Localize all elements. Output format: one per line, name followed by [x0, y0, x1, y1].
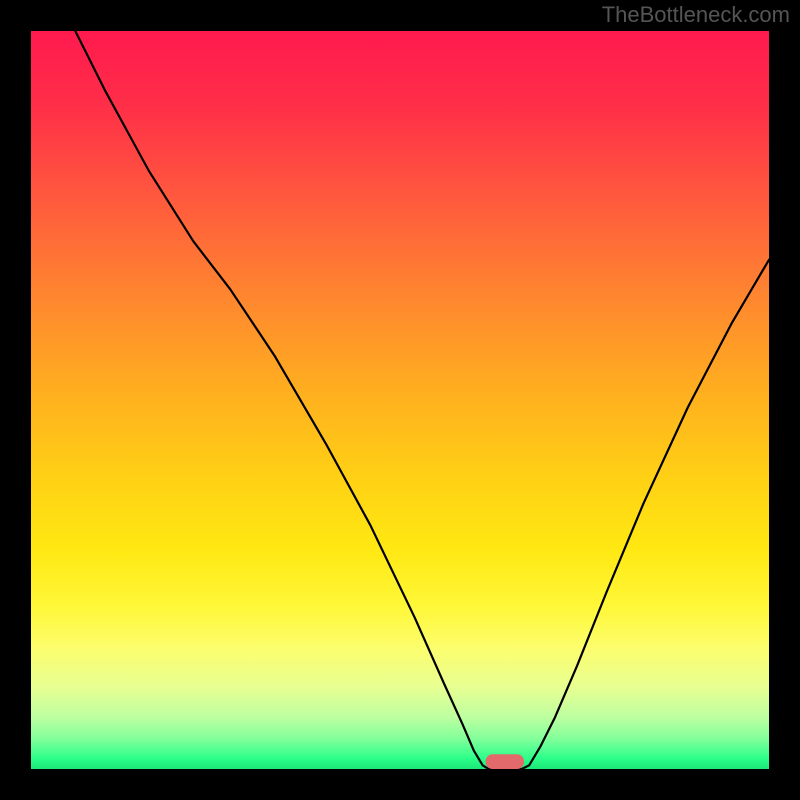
optimal-marker — [486, 754, 524, 769]
plot-background — [31, 31, 769, 769]
watermark-text: TheBottleneck.com — [602, 2, 790, 28]
bottleneck-v-curve-chart — [0, 0, 800, 800]
chart-canvas: TheBottleneck.com — [0, 0, 800, 800]
